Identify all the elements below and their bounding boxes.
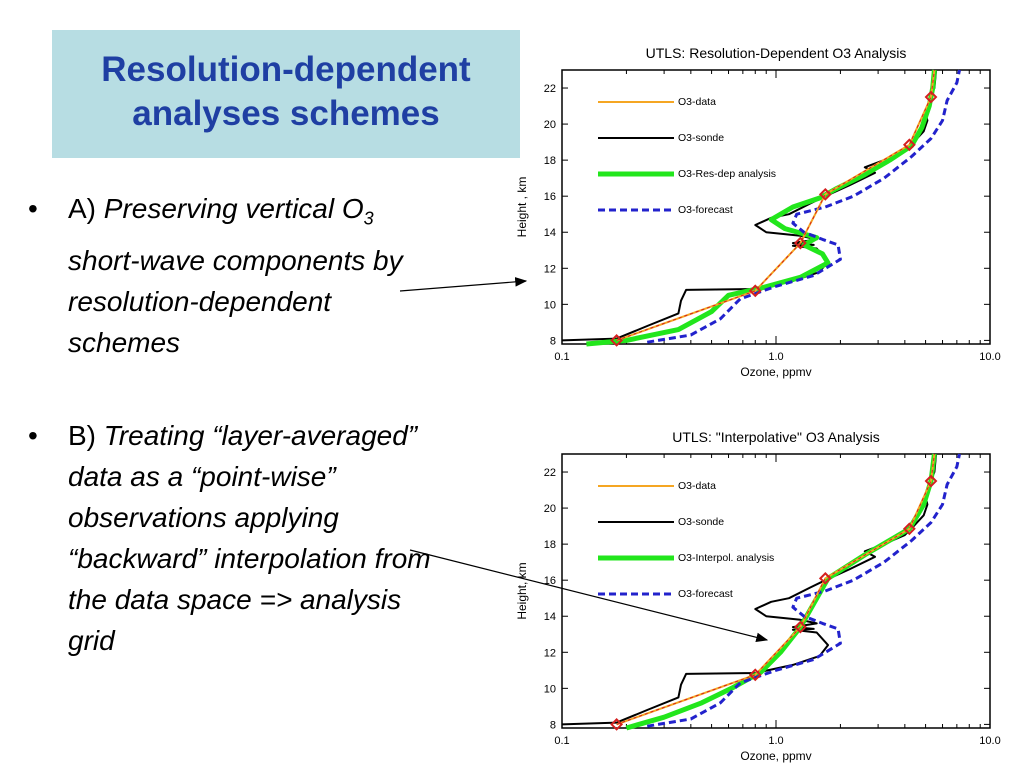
data-marker — [610, 333, 624, 347]
y-tick-label: 22 — [544, 467, 556, 479]
series-sonde — [561, 69, 938, 342]
bullet-a-line2: short-wave components by — [68, 244, 403, 276]
chart-title: UTLS: "Interpolative" O3 Analysis — [672, 429, 880, 445]
data-marker — [793, 236, 807, 250]
bullet-b-line3: observations applying — [68, 502, 339, 533]
data-marker — [748, 668, 762, 682]
chart-resolution-dependent: UTLS: Resolution-Dependent O3 Analysis 8 1… — [515, 45, 1001, 379]
x-tick-label: 0.1 — [554, 735, 569, 747]
data-marker — [793, 620, 807, 634]
x-axis-label: Ozone, ppmv — [740, 749, 811, 763]
y-tick-label: 20 — [544, 503, 556, 515]
series-o3data — [616, 69, 936, 342]
legend-label: O3-Interpol. analysis — [678, 552, 774, 564]
y-tick-label: 18 — [544, 539, 556, 551]
y-tick-label: 14 — [544, 227, 556, 239]
y-tick-label: 12 — [544, 263, 556, 275]
y-tick-label: 8 — [550, 335, 556, 347]
bullet-b-line2: data as a “point-wise” — [68, 461, 336, 492]
legend-label: O3-data — [678, 96, 716, 108]
data-marker — [924, 90, 938, 104]
title-line-1: Resolution-dependent — [101, 50, 471, 89]
x-tick-label: 1.0 — [768, 351, 783, 363]
slide-title: Resolution-dependent analyses schemes — [52, 48, 520, 136]
bullet-b-line6: grid — [68, 625, 115, 656]
y-tick-label: 14 — [544, 611, 556, 623]
series-analysis — [625, 453, 937, 731]
y-tick-label: 16 — [544, 575, 556, 587]
series-o3data-dashed — [616, 453, 935, 725]
data-marker — [902, 138, 916, 152]
x-tick-label: 10.0 — [979, 735, 1000, 747]
bullet-b-line4: “backward” interpolation from — [68, 543, 431, 574]
bullet-a-line1: Preserving vertical O — [103, 193, 364, 224]
legend-label: O3-sonde — [678, 516, 724, 528]
y-tick-label: 16 — [544, 191, 556, 203]
y-tick-label: 10 — [544, 299, 556, 311]
bullet-a-prefix: A) — [68, 193, 104, 224]
bullet-symbol: • — [28, 420, 38, 451]
x-tick-label: 0.1 — [554, 351, 569, 363]
legend-label: O3-forecast — [678, 204, 733, 216]
chart-interpolative: UTLS: "Interpolative" O3 Analysis 8 10 12 14… — [515, 429, 1001, 763]
data-marker — [818, 571, 832, 585]
y-tick-label: 12 — [544, 647, 556, 659]
series-sonde — [561, 453, 938, 726]
y-tick-label: 20 — [544, 119, 556, 131]
series-forecast — [646, 69, 961, 344]
bullet-a-line3: resolution-dependent — [68, 285, 332, 317]
chart-title: UTLS: Resolution-Dependent O3 Analysis — [646, 45, 907, 61]
legend-label: O3-forecast — [678, 588, 733, 600]
bullet-symbol: • — [28, 193, 38, 224]
title-box: Resolution-dependent analyses schemes — [52, 30, 520, 158]
y-tick-label: 8 — [550, 719, 556, 731]
bullet-a-text: A) Preserving vertical O3 short-wave com… — [68, 188, 538, 363]
series-o3data-dashed — [616, 69, 935, 341]
bullet-b-text: B) Treating “layer-averaged” data as a “… — [68, 415, 538, 661]
bullet-b-line5: the data space => analysis — [68, 584, 402, 615]
y-tick-label: 22 — [544, 83, 556, 95]
series-forecast — [646, 453, 961, 728]
y-axis-label: Height , km — [515, 177, 529, 238]
x-tick-label: 1.0 — [768, 735, 783, 747]
series-o3data — [616, 453, 936, 726]
bullet-b-prefix: B) — [68, 420, 104, 451]
legend-label: O3-sonde — [678, 132, 724, 144]
bullet-a-subscript: 3 — [363, 208, 374, 229]
title-line-2: analyses schemes — [132, 94, 440, 133]
legend-label: O3-data — [678, 480, 716, 492]
data-marker — [902, 522, 916, 536]
bullet-b-line1: Treating “layer-averaged” — [103, 420, 418, 451]
x-tick-label: 10.0 — [979, 351, 1000, 363]
y-tick-label: 10 — [544, 683, 556, 695]
data-marker — [924, 474, 938, 488]
y-tick-label: 18 — [544, 155, 556, 167]
data-marker — [818, 187, 832, 201]
data-marker — [610, 717, 624, 731]
data-marker — [748, 284, 762, 298]
y-axis-label: Height, km — [515, 562, 529, 619]
series-analysis — [586, 69, 937, 347]
bullet-a-line4: schemes — [68, 326, 181, 358]
x-axis-label: Ozone, ppmv — [740, 365, 811, 379]
legend-label: O3-Res-dep analysis — [678, 168, 776, 180]
